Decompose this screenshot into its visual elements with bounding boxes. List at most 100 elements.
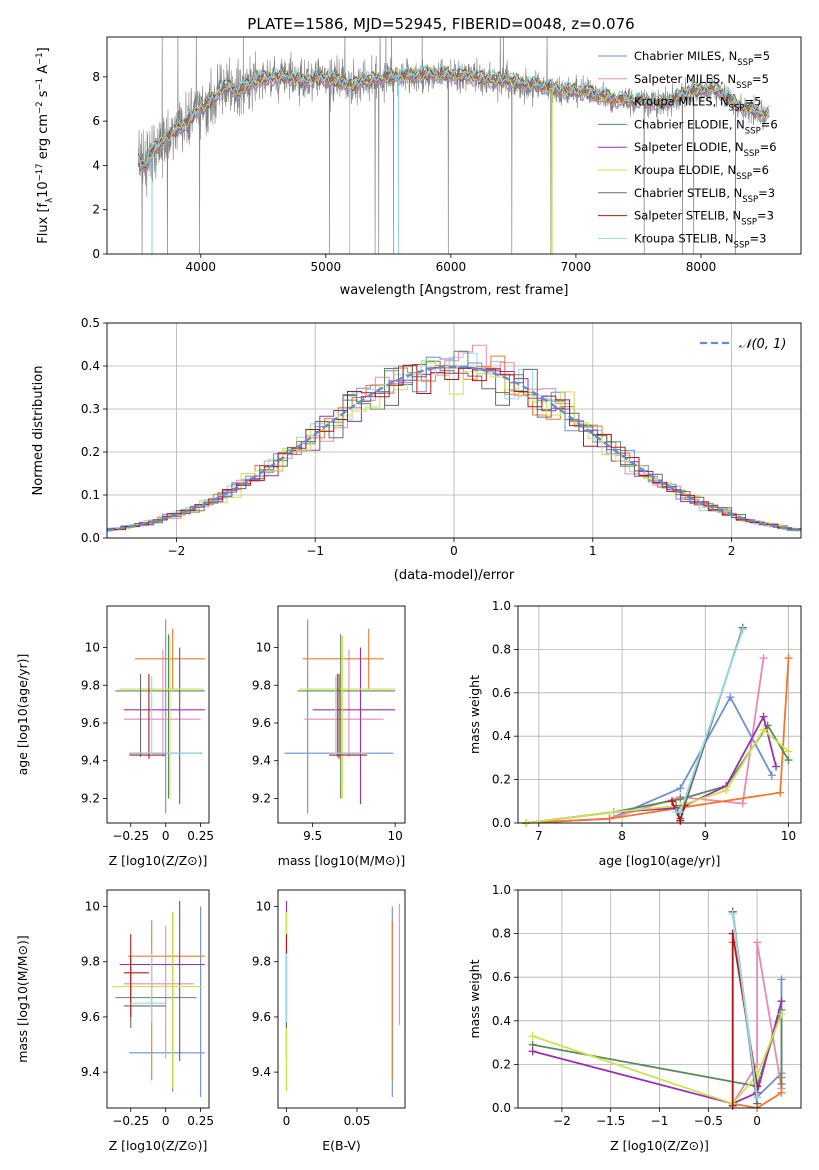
y-axis-label: mass weight — [467, 675, 482, 754]
model-spectrum-8 — [137, 64, 770, 167]
x-tick-label: 7 — [535, 829, 543, 843]
model-spectrum-6 — [137, 66, 770, 167]
x-axis-label: age [log10(age/yr)] — [599, 853, 721, 868]
x-tick-label: 10 — [387, 829, 402, 843]
legend-entry: Salpeter MILES, NSSP=5 — [634, 72, 769, 91]
y-tick-label: 2 — [92, 203, 100, 217]
gaussian-reference-line — [107, 365, 801, 532]
y-tick-label: 9.6 — [81, 716, 100, 730]
x-axis-label: Z [log10(Z/Z⊙)] — [109, 853, 208, 868]
x-tick-label: 7000 — [561, 260, 592, 274]
x-tick-label: 4000 — [186, 260, 217, 274]
data-point-marker — [772, 762, 781, 771]
x-tick-label: 0.25 — [187, 1114, 214, 1128]
data-point-marker — [609, 808, 618, 817]
data-point-marker — [676, 816, 685, 825]
legend-entry: Chabrier STELIB, NSSP=3 — [634, 186, 775, 205]
y-tick-label: 9.8 — [81, 955, 100, 969]
axes-frame — [106, 889, 210, 1109]
data-point-marker — [753, 1082, 762, 1091]
y-tick-label: 0.8 — [492, 927, 511, 941]
y-tick-label: 9.6 — [252, 716, 271, 730]
data-point-marker — [605, 814, 614, 823]
y-tick-label: 9.8 — [81, 678, 100, 692]
y-tick-label: 9.6 — [252, 1010, 271, 1024]
x-tick-label: 8 — [618, 829, 626, 843]
y-tick-label: 0.2 — [81, 445, 100, 459]
y-tick-label: 1.0 — [492, 883, 511, 897]
data-point-marker — [784, 654, 793, 663]
data-point-marker — [777, 1010, 786, 1019]
y-tick-label: 10 — [85, 641, 100, 655]
residual-histogram-5 — [107, 360, 801, 532]
x-tick-label: −2 — [553, 1114, 571, 1128]
x-tick-label: −1 — [306, 544, 324, 558]
axes-frame — [277, 889, 406, 1109]
residual-histogram-7 — [107, 364, 801, 532]
mass-weight-line-8 — [731, 913, 758, 1098]
axes-frame — [517, 889, 802, 1109]
mass-weight-line-0 — [526, 695, 773, 823]
data-point-marker — [777, 997, 786, 1006]
x-tick-label: −0.5 — [694, 1114, 723, 1128]
y-tick-label: 9.8 — [252, 678, 271, 692]
y-tick-label: 9.6 — [81, 1010, 100, 1024]
x-tick-label: 8000 — [686, 260, 717, 274]
data-point-marker — [676, 808, 685, 817]
data-point-marker — [738, 799, 747, 808]
y-tick-label: 10 — [256, 900, 271, 914]
x-tick-label: 0.25 — [187, 829, 214, 843]
x-tick-label: 0 — [753, 1114, 761, 1128]
data-point-marker — [777, 1080, 786, 1089]
data-point-marker — [784, 747, 793, 756]
x-tick-label: 2 — [728, 544, 736, 558]
age-vs-mass-panel: 9.5 10 9.2 9.4 9.6 9.8 10 mass [log10(M/M⊙)] — [252, 605, 406, 868]
spectrum-panel: 4000 5000 6000 7000 8000 0 2 4 6 8 wavelength [Ang… — [35, 36, 802, 298]
y-tick-label: 0.0 — [81, 531, 100, 545]
data-point-marker — [738, 625, 747, 634]
x-tick-label: 0.05 — [344, 1114, 371, 1128]
data-point-marker — [784, 756, 793, 765]
y-tick-label: 0.4 — [492, 1014, 511, 1028]
y-tick-label: 9.4 — [81, 1065, 100, 1079]
x-tick-label: 6000 — [436, 260, 467, 274]
legend-entry: Chabrier MILES, NSSP=5 — [634, 49, 770, 68]
x-axis-label: wavelength [Angstrom, rest frame] — [340, 283, 569, 298]
y-tick-label: 0.0 — [492, 1101, 511, 1115]
residuals-panel: −2 −1 0 1 2 0.0 0.1 0.2 0.3 0.4 0.5 (data-model)/er… — [31, 316, 802, 583]
x-tick-label: 10 — [781, 829, 796, 843]
mass-weight-line-5 — [526, 728, 790, 823]
legend-entry: 𝒩(0, 1) — [739, 337, 786, 352]
x-axis-label: Z [log10(Z/Z⊙)] — [109, 1138, 208, 1153]
data-point-marker — [753, 938, 762, 947]
data-point-marker — [759, 712, 768, 721]
x-axis-label: mass [log10(M/M⊙)] — [278, 853, 406, 868]
x-axis-label: Z [log10(Z/Z⊙)] — [610, 1138, 709, 1153]
y-tick-label: 0.3 — [81, 402, 100, 416]
y-tick-label: 6 — [92, 114, 100, 128]
y-tick-label: 4 — [92, 158, 100, 172]
data-point-marker — [667, 797, 676, 806]
data-point-marker — [528, 1032, 537, 1041]
data-point-marker — [528, 1047, 537, 1056]
y-tick-label: 0.2 — [492, 1057, 511, 1071]
y-tick-label: 8 — [92, 70, 100, 84]
y-tick-label: 1.0 — [492, 599, 511, 613]
data-point-marker — [726, 693, 735, 702]
mass-weight-line-8 — [676, 629, 744, 813]
mass-weight-line-5 — [532, 1013, 783, 1105]
y-axis-label: mass [log10(M/M⊙)] — [15, 935, 30, 1063]
x-tick-label: −0.25 — [112, 1114, 149, 1128]
y-tick-label: 0 — [92, 247, 100, 261]
y-tick-label: 9.4 — [252, 1065, 271, 1079]
y-tick-label: 9.2 — [252, 791, 271, 805]
x-tick-label: −0.25 — [112, 829, 149, 843]
data-point-marker — [776, 788, 785, 797]
data-point-marker — [753, 1093, 762, 1102]
y-tick-label: 0.2 — [492, 773, 511, 787]
y-axis-label: Flux [fλ10−17 erg cm−2 s−1 A−1] — [35, 47, 55, 243]
y-tick-label: 10 — [256, 641, 271, 655]
figure-title: PLATE=1586, MJD=52945, FIBERID=0048, z=0… — [247, 15, 634, 33]
legend-entry: Salpeter ELODIE, NSSP=6 — [634, 140, 777, 159]
